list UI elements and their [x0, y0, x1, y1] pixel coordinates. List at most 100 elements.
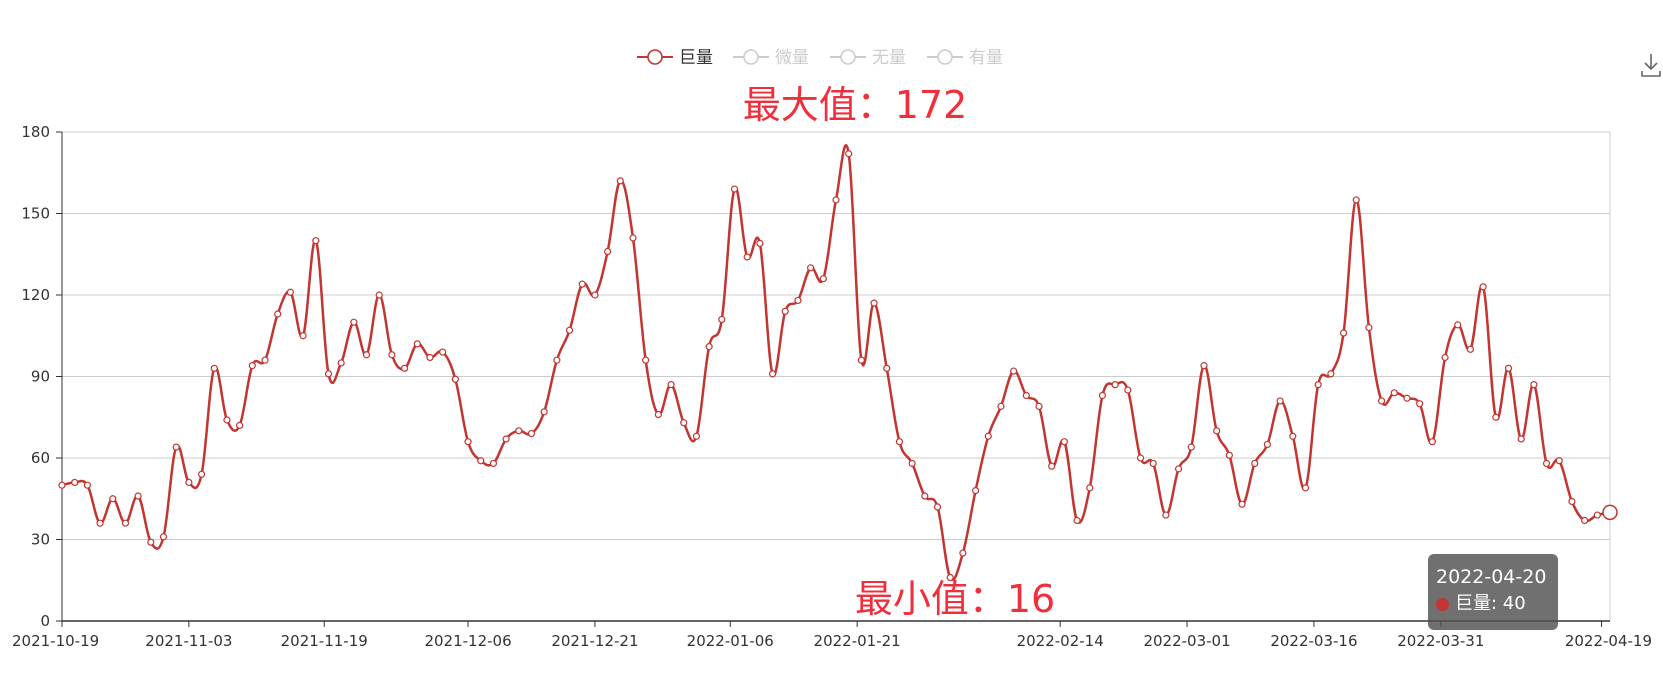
data-point[interactable]	[946, 573, 954, 582]
data-point[interactable]	[553, 356, 561, 364]
data-point[interactable]	[388, 351, 396, 359]
data-point[interactable]	[908, 459, 916, 468]
data-point[interactable]	[768, 370, 777, 378]
data-point[interactable]	[1352, 196, 1360, 204]
data-point[interactable]	[832, 196, 840, 204]
data-point[interactable]	[159, 533, 168, 541]
data-point[interactable]	[1517, 435, 1525, 443]
data-point[interactable]	[1301, 484, 1310, 492]
data-point[interactable]	[1568, 497, 1576, 506]
data-point[interactable]	[375, 291, 383, 299]
data-point[interactable]	[286, 288, 294, 296]
data-point[interactable]	[895, 438, 904, 446]
data-point[interactable]	[794, 296, 802, 305]
data-point[interactable]	[933, 503, 942, 511]
data-point[interactable]	[629, 234, 637, 242]
data-point[interactable]	[1416, 400, 1424, 408]
data-point[interactable]	[1327, 370, 1335, 378]
data-point[interactable]	[705, 343, 713, 351]
data-point[interactable]	[1530, 381, 1538, 389]
data-point[interactable]	[477, 457, 485, 465]
data-point[interactable]	[1263, 440, 1272, 449]
data-point[interactable]	[1251, 459, 1259, 468]
data-point[interactable]	[1403, 394, 1411, 402]
data-point[interactable]	[1187, 443, 1195, 451]
data-point[interactable]	[984, 432, 992, 440]
data-point[interactable]	[692, 432, 701, 440]
data-point[interactable]	[83, 481, 91, 489]
data-point[interactable]	[502, 435, 510, 443]
data-point[interactable]	[959, 549, 967, 557]
data-point[interactable]	[400, 364, 409, 372]
data-point[interactable]	[1073, 516, 1081, 525]
data-point[interactable]	[299, 332, 307, 340]
data-point[interactable]	[870, 299, 878, 307]
data-point[interactable]	[1542, 459, 1551, 468]
data-point[interactable]	[1314, 381, 1322, 389]
legend-item[interactable]: 微量	[733, 48, 809, 68]
legend-item[interactable]: 有量	[927, 48, 1003, 68]
data-point[interactable]	[1365, 324, 1373, 332]
data-point[interactable]	[274, 310, 282, 318]
data-point[interactable]	[527, 429, 536, 438]
data-point[interactable]	[883, 364, 891, 372]
data-point[interactable]	[109, 495, 117, 503]
data-point[interactable]	[58, 481, 66, 489]
data-point[interactable]	[654, 410, 662, 419]
data-point[interactable]	[515, 427, 523, 435]
data-point[interactable]	[756, 239, 764, 247]
data-point[interactable]	[248, 362, 256, 370]
data-point[interactable]	[1390, 389, 1398, 397]
data-point[interactable]	[680, 419, 688, 427]
data-point[interactable]	[667, 381, 675, 389]
legend[interactable]: 巨量 微量 无量 有量	[637, 48, 1003, 68]
data-point[interactable]	[362, 351, 371, 359]
data-point[interactable]	[1111, 381, 1119, 389]
data-point[interactable]	[1276, 397, 1284, 405]
data-point[interactable]	[413, 340, 421, 348]
data-point[interactable]	[578, 280, 586, 288]
data-point[interactable]	[1086, 484, 1094, 492]
data-point-highlighted[interactable]	[1602, 504, 1618, 521]
data-point[interactable]	[921, 492, 929, 500]
data-point[interactable]	[565, 326, 574, 334]
data-point[interactable]	[591, 291, 599, 299]
data-point[interactable]	[1428, 438, 1436, 446]
data-point[interactable]	[1378, 397, 1386, 405]
data-point[interactable]	[451, 375, 459, 383]
data-point[interactable]	[210, 364, 218, 372]
legend-item[interactable]: 巨量	[637, 48, 713, 68]
data-point[interactable]	[426, 353, 434, 362]
data-point[interactable]	[604, 247, 612, 256]
data-point[interactable]	[1048, 462, 1056, 470]
data-point[interactable]	[540, 408, 548, 416]
data-point[interactable]	[1238, 500, 1246, 508]
data-point[interactable]	[1504, 364, 1513, 372]
data-point[interactable]	[1454, 321, 1462, 329]
data-point[interactable]	[324, 370, 333, 378]
data-point[interactable]	[464, 438, 472, 446]
data-point[interactable]	[172, 443, 180, 451]
legend-item[interactable]: 无量	[830, 48, 906, 68]
data-point[interactable]	[71, 478, 79, 487]
data-point[interactable]	[1479, 283, 1487, 291]
data-point[interactable]	[730, 185, 739, 193]
data-point[interactable]	[1466, 345, 1475, 353]
data-point[interactable]	[350, 318, 358, 326]
data-point[interactable]	[489, 459, 498, 468]
data-point[interactable]	[616, 177, 624, 185]
data-point[interactable]	[1035, 402, 1043, 410]
data-point[interactable]	[845, 150, 853, 158]
data-point[interactable]	[185, 478, 193, 487]
data-point[interactable]	[642, 356, 650, 364]
data-point[interactable]	[718, 315, 726, 324]
data-point[interactable]	[1225, 451, 1233, 459]
data-point[interactable]	[1124, 386, 1132, 394]
data-point[interactable]	[857, 356, 865, 364]
data-point[interactable]	[1174, 465, 1183, 473]
data-point[interactable]	[1162, 511, 1170, 519]
data-point[interactable]	[223, 416, 231, 424]
data-point[interactable]	[236, 421, 244, 429]
data-point[interactable]	[1022, 391, 1030, 400]
data-point[interactable]	[807, 264, 815, 272]
